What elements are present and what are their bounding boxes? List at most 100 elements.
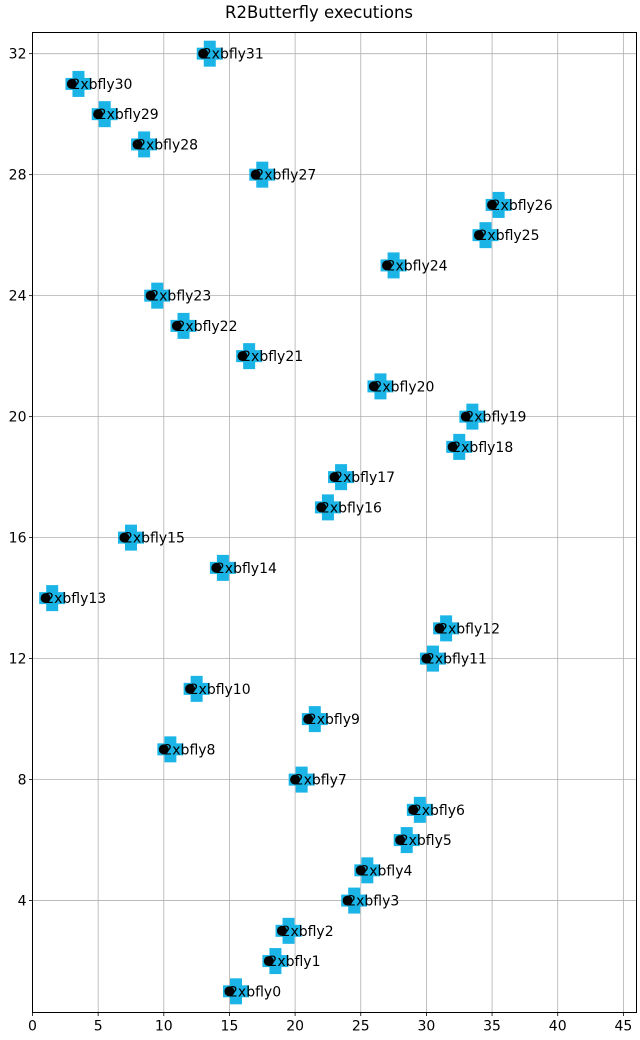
point-label: 2xbfly18 bbox=[452, 440, 513, 456]
point-dot bbox=[473, 230, 484, 241]
data-point: 2xbfly31 bbox=[196, 40, 264, 67]
point-dot bbox=[66, 78, 77, 89]
y-tick-label: 16 bbox=[9, 531, 27, 547]
point-label: 2xbfly2 bbox=[282, 924, 334, 940]
data-point: 2xbfly4 bbox=[354, 857, 413, 884]
point-label: 2xbfly23 bbox=[150, 289, 211, 305]
point-label: 2xbfly22 bbox=[177, 319, 238, 335]
point-dot bbox=[316, 502, 327, 513]
point-label: 2xbfly29 bbox=[98, 107, 159, 123]
data-point: 2xbfly13 bbox=[39, 585, 106, 612]
point-label: 2xbfly13 bbox=[45, 591, 106, 607]
point-label: 2xbfly17 bbox=[334, 470, 395, 486]
y-tick-label: 12 bbox=[9, 652, 27, 668]
point-dot bbox=[395, 835, 406, 846]
point-label: 2xbfly26 bbox=[492, 198, 553, 214]
data-point: 2xbfly23 bbox=[144, 282, 211, 309]
point-dot bbox=[290, 774, 301, 785]
point-label: 2xbfly5 bbox=[400, 833, 452, 849]
point-dot bbox=[93, 109, 104, 120]
y-axis: 4 8 12 16 20 24 28 32 bbox=[9, 47, 33, 910]
x-tick-label: 30 bbox=[417, 1019, 435, 1035]
point-dot bbox=[368, 381, 379, 392]
point-dot bbox=[237, 351, 248, 362]
data-point: 2xbfly24 bbox=[380, 252, 448, 279]
data-point: 2xbfly25 bbox=[472, 222, 540, 249]
point-label: 2xbfly15 bbox=[124, 531, 185, 547]
plot-frame bbox=[32, 32, 637, 1013]
point-label: 2xbfly24 bbox=[387, 258, 448, 274]
data-point: 2xbfly7 bbox=[288, 766, 347, 793]
data-point: 2xbfly15 bbox=[117, 524, 185, 551]
data-point: 2xbfly12 bbox=[433, 615, 500, 642]
y-tick-label: 20 bbox=[9, 410, 27, 426]
point-dot bbox=[185, 683, 196, 694]
data-point: 2xbfly21 bbox=[236, 343, 303, 370]
point-dot bbox=[303, 714, 314, 725]
grid-lines bbox=[32, 32, 637, 1013]
data-point: 2xbfly10 bbox=[183, 675, 251, 702]
point-label: 2xbfly16 bbox=[321, 500, 382, 516]
y-tick-label: 8 bbox=[18, 773, 27, 789]
point-dot bbox=[250, 169, 261, 180]
point-dot bbox=[158, 744, 169, 755]
point-dot bbox=[171, 320, 182, 331]
point-label: 2xbfly21 bbox=[242, 349, 303, 365]
x-tick-label: 40 bbox=[549, 1019, 567, 1035]
point-dot bbox=[434, 623, 445, 634]
data-point: 2xbfly26 bbox=[485, 191, 553, 218]
point-label: 2xbfly0 bbox=[229, 984, 281, 1000]
point-label: 2xbfly14 bbox=[216, 561, 277, 577]
y-tick-label: 32 bbox=[9, 47, 27, 63]
point-dot bbox=[132, 139, 143, 150]
data-point: 2xbfly20 bbox=[367, 373, 434, 400]
x-tick-label: 0 bbox=[28, 1019, 37, 1035]
point-dot bbox=[119, 532, 130, 543]
point-dot bbox=[276, 925, 287, 936]
point-label: 2xbfly20 bbox=[373, 379, 434, 395]
point-dot bbox=[355, 865, 366, 876]
point-dot bbox=[487, 199, 498, 210]
x-tick-label: 10 bbox=[155, 1019, 173, 1035]
point-dot bbox=[460, 411, 471, 422]
x-tick-label: 15 bbox=[221, 1019, 239, 1035]
point-dot bbox=[211, 562, 222, 573]
data-point: 2xbfly2 bbox=[275, 917, 334, 944]
point-label: 2xbfly31 bbox=[203, 47, 264, 63]
point-label: 2xbfly1 bbox=[268, 954, 320, 970]
y-tick-label: 4 bbox=[18, 894, 27, 910]
point-label: 2xbfly28 bbox=[137, 137, 198, 153]
data-point: 2xbfly18 bbox=[446, 433, 513, 460]
data-point: 2xbfly6 bbox=[406, 796, 465, 823]
data-point: 2xbfly19 bbox=[459, 403, 526, 430]
data-point: 2xbfly17 bbox=[328, 464, 395, 491]
point-label: 2xbfly4 bbox=[360, 863, 412, 879]
point-dot bbox=[408, 804, 419, 815]
point-label: 2xbfly12 bbox=[439, 621, 500, 637]
point-dot bbox=[382, 260, 393, 271]
x-tick-label: 45 bbox=[614, 1019, 632, 1035]
data-point: 2xbfly29 bbox=[91, 101, 159, 128]
data-point: 2xbfly0 bbox=[223, 978, 281, 1005]
x-tick-label: 35 bbox=[483, 1019, 501, 1035]
data-point: 2xbfly14 bbox=[209, 554, 277, 581]
data-point: 2xbfly30 bbox=[65, 70, 132, 97]
point-label: 2xbfly25 bbox=[479, 228, 540, 244]
point-label: 2xbfly10 bbox=[190, 682, 251, 698]
y-tick-label: 28 bbox=[9, 168, 27, 184]
x-tick-label: 5 bbox=[94, 1019, 103, 1035]
point-dot bbox=[198, 48, 209, 59]
point-dot bbox=[40, 593, 51, 604]
data-point: 2xbfly5 bbox=[393, 827, 452, 854]
data-point: 2xbfly1 bbox=[262, 948, 321, 975]
point-label: 2xbfly19 bbox=[465, 410, 526, 426]
point-label: 2xbfly7 bbox=[295, 773, 347, 789]
data-point: 2xbfly9 bbox=[301, 706, 360, 733]
data-point: 2xbfly11 bbox=[419, 645, 487, 672]
data-point: 2xbfly3 bbox=[341, 887, 399, 914]
data-point: 2xbfly28 bbox=[131, 131, 198, 158]
data-point: 2xbfly27 bbox=[249, 161, 316, 188]
data-points: 2xbfly0 2xbfly1 2xbfly2 2xbfly3 2xbfly4 2xbfl… bbox=[39, 40, 553, 1005]
y-tick-label: 24 bbox=[9, 289, 27, 305]
